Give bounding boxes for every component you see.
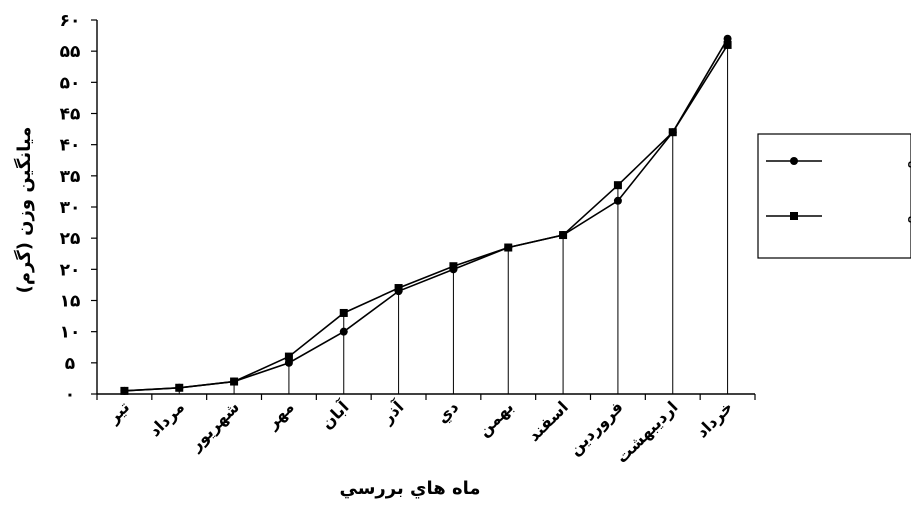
legend-swatch-marker bbox=[790, 212, 798, 220]
series-2-point bbox=[723, 40, 732, 49]
x-tick-label: خرداد bbox=[692, 397, 736, 441]
x-tick-label: دي bbox=[433, 397, 463, 427]
x-tick-label: آبان bbox=[316, 396, 353, 433]
y-tick-label: ۴۰ bbox=[60, 136, 81, 156]
x-tick-label: تير bbox=[103, 397, 133, 427]
y-tick-label: ۳۰ bbox=[60, 198, 81, 218]
series-2-point bbox=[394, 284, 403, 293]
series-2-point bbox=[613, 181, 622, 190]
series-1-point bbox=[723, 34, 732, 43]
drop-lines bbox=[123, 38, 729, 394]
series-2-point bbox=[559, 231, 568, 240]
series-2-line bbox=[124, 44, 729, 392]
y-axis-title: ميانگين وزن (گرم) bbox=[13, 127, 35, 294]
legend-swatch-marker bbox=[790, 157, 798, 165]
axes bbox=[91, 19, 756, 400]
y-tick-labels: ۰ ۵ ۱۰ ۱۵ ۲۰ ۲۵ ۳۰ ۳۵ ۴۰ ۴۵ ۵۰ ۵۵ ۶۰ bbox=[60, 11, 81, 405]
x-tick-label: آذر bbox=[376, 396, 407, 427]
x-tick-label: شهريور bbox=[185, 397, 243, 455]
x-tick-label: اسفند bbox=[524, 397, 572, 445]
series-2-point bbox=[339, 308, 348, 317]
legend-item: تمام ماده bbox=[766, 152, 911, 171]
x-tick-label: مهر bbox=[262, 397, 298, 433]
series-1 bbox=[120, 34, 732, 395]
series-2-point bbox=[230, 377, 239, 386]
x-tick-label: مرداد bbox=[145, 397, 188, 440]
y-tick-label: ۶۰ bbox=[60, 11, 81, 31]
series-1-point bbox=[339, 327, 348, 336]
legend: تمام ماده نر و ماده bbox=[757, 133, 911, 259]
y-tick-label: ۵۵ bbox=[60, 42, 81, 62]
series-2-point bbox=[120, 386, 129, 395]
series-2-point bbox=[175, 383, 184, 392]
legend-box bbox=[757, 133, 911, 259]
series-2-point bbox=[504, 243, 513, 252]
series-2-point bbox=[284, 352, 293, 361]
y-tick-label: ۵ bbox=[65, 354, 75, 374]
series-1-line bbox=[124, 38, 729, 392]
legend-label: تمام ماده bbox=[907, 152, 911, 171]
y-tick-label: ۴۵ bbox=[60, 105, 81, 125]
series-layer bbox=[120, 34, 732, 395]
series-2-point bbox=[449, 262, 458, 271]
x-tick-label: بهمن bbox=[474, 397, 517, 440]
y-tick-label: ۳۵ bbox=[60, 167, 81, 187]
y-tick-label: ۱۰ bbox=[60, 323, 81, 343]
y-tick-label: ۰ bbox=[65, 385, 75, 405]
legend-label: نر و ماده bbox=[907, 207, 911, 227]
series-1-point bbox=[284, 358, 293, 367]
y-tick-label: ۱۵ bbox=[60, 292, 81, 312]
legend-item: نر و ماده bbox=[766, 207, 911, 227]
x-axis-title: ماه هاي بررسي bbox=[339, 478, 480, 499]
y-tick-label: ۵۰ bbox=[60, 73, 81, 93]
y-tick-label: ۲۰ bbox=[60, 260, 81, 280]
series-1-point bbox=[613, 196, 622, 205]
series-2-point bbox=[668, 128, 677, 137]
series-2 bbox=[120, 40, 732, 395]
y-tick-label: ۲۵ bbox=[60, 229, 81, 249]
